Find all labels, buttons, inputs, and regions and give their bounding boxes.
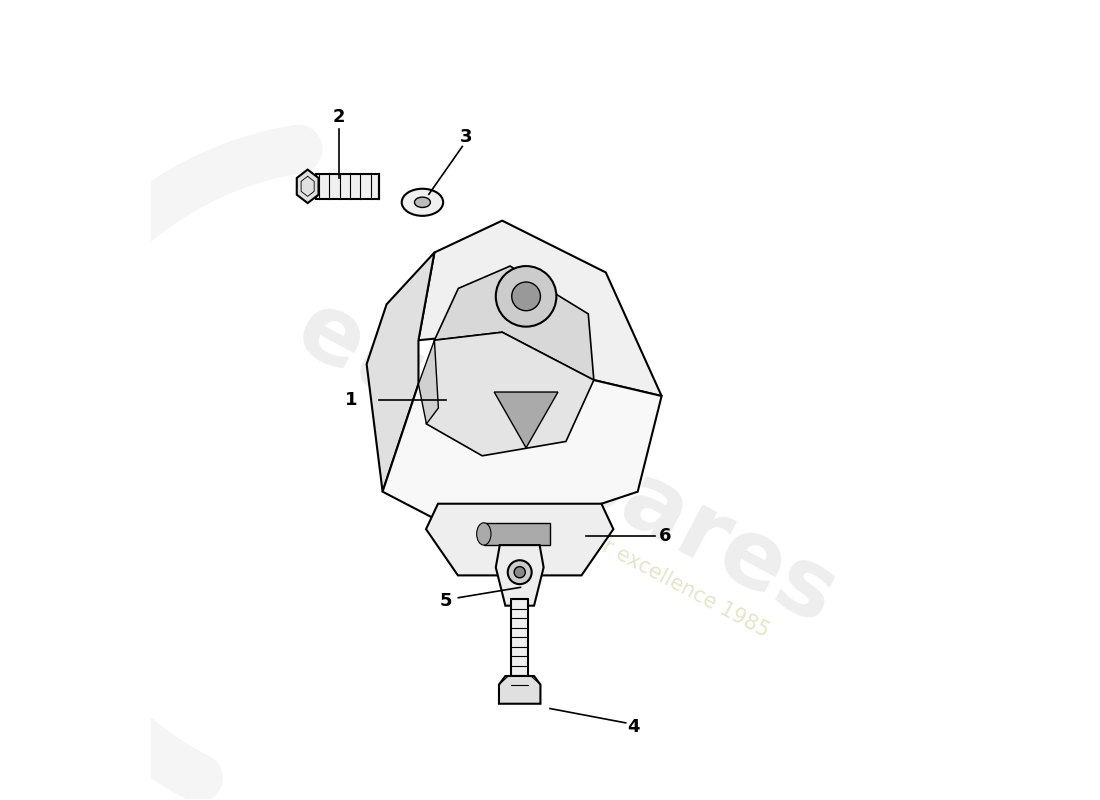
Polygon shape — [499, 676, 540, 704]
Polygon shape — [297, 170, 319, 203]
Bar — [510, 599, 528, 685]
Text: 4: 4 — [627, 718, 640, 736]
Bar — [317, 174, 378, 199]
Text: eurospares: eurospares — [280, 283, 851, 645]
Text: 1: 1 — [344, 391, 356, 409]
Polygon shape — [434, 266, 594, 380]
Polygon shape — [418, 221, 661, 396]
Circle shape — [512, 282, 540, 310]
Circle shape — [514, 566, 526, 578]
Text: 2: 2 — [332, 108, 345, 126]
Polygon shape — [427, 332, 594, 456]
Text: 3: 3 — [460, 128, 473, 146]
Text: 5: 5 — [440, 592, 452, 610]
Polygon shape — [383, 332, 661, 543]
Circle shape — [496, 266, 557, 326]
Polygon shape — [484, 522, 550, 545]
Polygon shape — [496, 545, 543, 606]
Ellipse shape — [476, 522, 491, 545]
Text: a passion for excellence 1985: a passion for excellence 1985 — [487, 478, 772, 642]
Ellipse shape — [402, 189, 443, 216]
Ellipse shape — [415, 197, 430, 207]
Polygon shape — [418, 340, 439, 424]
Text: 6: 6 — [659, 526, 672, 545]
Polygon shape — [366, 253, 434, 492]
Circle shape — [508, 560, 531, 584]
Polygon shape — [494, 392, 558, 448]
Polygon shape — [426, 504, 614, 575]
